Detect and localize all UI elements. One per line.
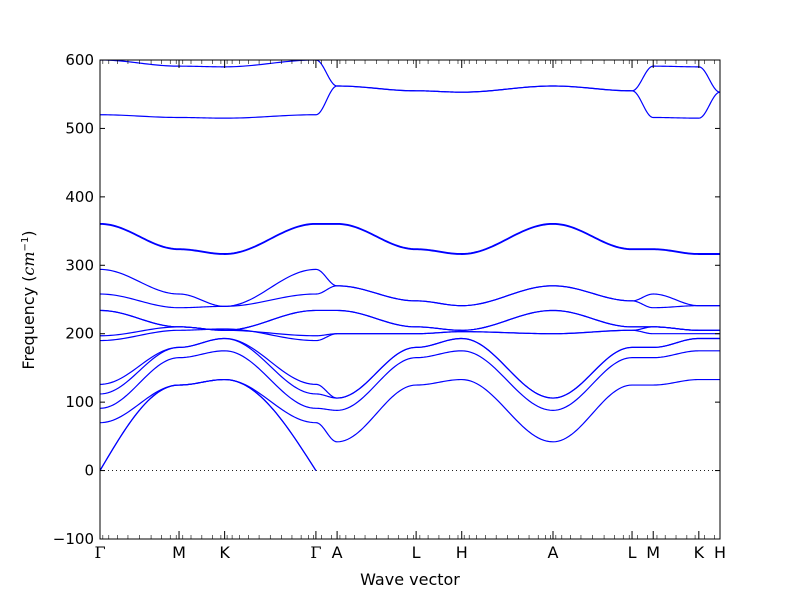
y-tick-label: 500 [65,119,94,137]
x-tick-label: Γ [310,543,321,562]
x-minor-ticks [102,60,715,539]
x-tick-label: K [219,543,230,562]
y-tick-label: −100 [53,530,94,548]
band-line [100,378,720,443]
x-tick-label: L [628,543,637,562]
band-line [100,350,720,411]
plot-frame [99,59,721,540]
y-tick-label: 100 [65,393,94,411]
band-line [100,337,720,399]
y-axis-label: Frequency (cm−1) [19,230,38,369]
band-line [100,309,720,331]
y-tick-label: 600 [65,51,94,69]
x-tick-label: A [548,543,559,562]
y-tick-label: 200 [65,325,94,343]
y-axis-ticks: −100 0 100 200 300 400 500 600 [53,51,720,548]
band-line [100,223,720,255]
x-tick-label: H [456,543,468,562]
x-tick-label: Γ [94,543,105,562]
band-line [100,268,720,307]
x-tick-label: L [412,543,421,562]
x-tick-label: H [714,543,726,562]
x-tick-label: M [646,543,660,562]
x-tick-label: K [694,543,705,562]
plot-area [100,60,720,539]
band-line [100,60,720,93]
x-axis-label: Wave vector [360,570,460,589]
band-line [100,222,720,255]
phonon-bands [100,60,720,471]
y-tick-label: 400 [65,188,94,206]
y-tick-label: 300 [65,256,94,274]
x-tick-label: A [332,543,343,562]
x-tick-label: M [172,543,186,562]
y-tick-label: 0 [84,462,94,480]
